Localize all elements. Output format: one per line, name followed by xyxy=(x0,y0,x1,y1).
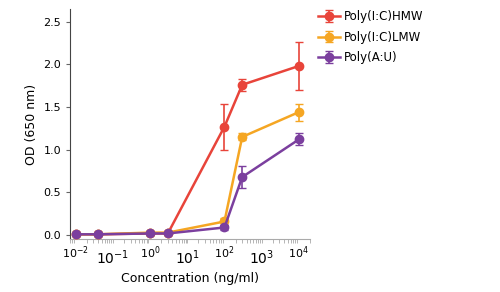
X-axis label: Concentration (ng/ml): Concentration (ng/ml) xyxy=(121,272,259,286)
Y-axis label: OD (650 nm): OD (650 nm) xyxy=(24,84,38,165)
Legend: Poly(I:C)HMW, Poly(I:C)LMW, Poly(A:U): Poly(I:C)HMW, Poly(I:C)LMW, Poly(A:U) xyxy=(318,10,424,65)
